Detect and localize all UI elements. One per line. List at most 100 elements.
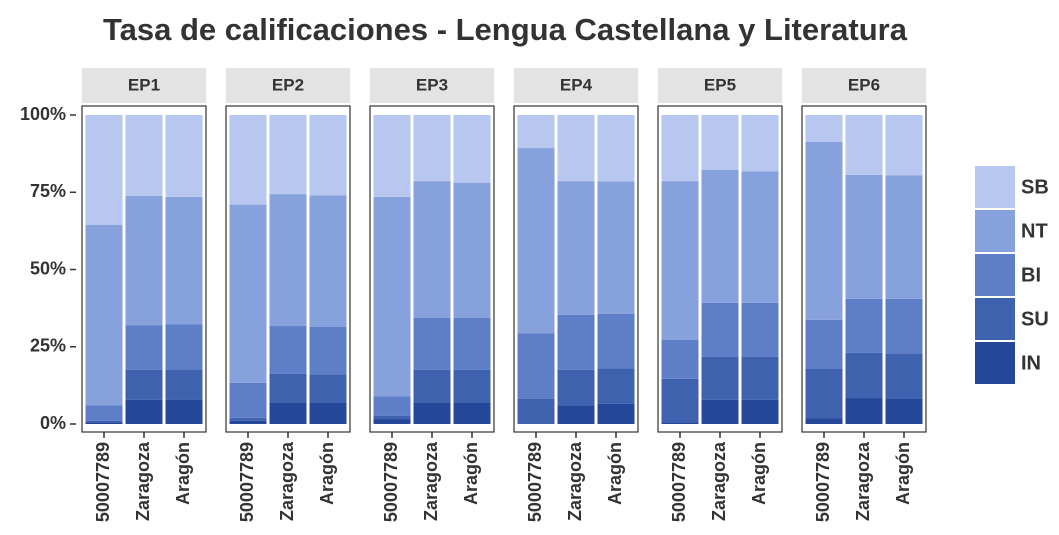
bar-segment (741, 302, 779, 357)
bar-segment (453, 369, 491, 403)
facet-strip (514, 68, 638, 103)
bar-segment (557, 181, 595, 315)
legend-label: IN (1021, 352, 1041, 374)
bar-segment (517, 115, 555, 149)
bar-segment (373, 115, 411, 197)
facet-strip (82, 68, 206, 103)
bar-segment (885, 353, 923, 399)
panel-border (801, 105, 927, 433)
x-tick-label: 50007789 (525, 442, 545, 522)
bar-segment (661, 339, 699, 379)
bar-segment (597, 313, 635, 369)
bar-segment (805, 141, 843, 320)
x-tick-label: Aragón (317, 442, 337, 505)
x-tick-label: 50007789 (669, 442, 689, 522)
bar-segment (229, 420, 267, 424)
y-tick-label: 0% (40, 413, 66, 433)
bar-segment (597, 115, 635, 182)
bar-segment (701, 399, 739, 424)
facet-strip (658, 68, 782, 103)
facet-title: EP3 (416, 75, 448, 94)
bar-segment (309, 195, 347, 327)
x-tick-label: Aragón (893, 442, 913, 505)
bar-segment (701, 115, 739, 171)
bar-segment (845, 298, 883, 353)
bar-segment (661, 115, 699, 182)
bar-segment (229, 417, 267, 421)
bar-segment (373, 396, 411, 416)
bar-segment (373, 415, 411, 420)
bar-segment (517, 148, 555, 334)
bar-segment (517, 398, 555, 424)
bar-segment (453, 402, 491, 424)
bar-segment (229, 382, 267, 418)
bar-segment (125, 325, 163, 370)
bar-segment (165, 369, 203, 400)
bar-segment (413, 115, 451, 182)
facet-strip (226, 68, 350, 103)
legend-key (975, 254, 1015, 296)
panel-border (225, 105, 351, 433)
panel-border (369, 105, 495, 433)
bar-segment (805, 115, 843, 142)
bar-segment (885, 298, 923, 354)
bar-segment (453, 115, 491, 183)
bar-segment (413, 318, 451, 370)
bar-segment (845, 115, 883, 175)
bar-segment (701, 170, 739, 303)
bar-segment (413, 369, 451, 403)
x-tick-label: 50007789 (237, 442, 257, 522)
bar-segment (165, 196, 203, 325)
facet-title: EP1 (128, 75, 160, 94)
bar-segment (661, 422, 699, 424)
legend-key (975, 298, 1015, 340)
bar-segment (269, 373, 307, 403)
bar-segment (453, 182, 491, 319)
bar-segment (373, 196, 411, 397)
x-tick-label: Zaragoza (709, 441, 729, 521)
bar-segment (85, 420, 123, 423)
x-tick-label: Zaragoza (133, 441, 153, 521)
bar-segment (125, 115, 163, 196)
bar-segment (741, 399, 779, 424)
chart-title: Tasa de calificaciones - Lengua Castella… (103, 12, 908, 47)
bar-segment (845, 352, 883, 399)
legend-label: SU (1021, 308, 1049, 330)
bar-segment (309, 326, 347, 375)
bar-segment (453, 318, 491, 370)
panel-border (657, 105, 783, 433)
bar-segment (165, 115, 203, 197)
panel-border (513, 105, 639, 433)
panel-border (81, 105, 207, 433)
bar-segment (125, 195, 163, 326)
bar-segment (805, 368, 843, 419)
bar-segment (85, 115, 123, 225)
x-tick-label: Zaragoza (277, 441, 297, 521)
bar-segment (269, 402, 307, 424)
x-tick-label: 50007789 (813, 442, 833, 522)
bar-segment (741, 115, 779, 172)
bar-segment (557, 369, 595, 406)
bar-segment (557, 115, 595, 182)
x-tick-label: Zaragoza (421, 441, 441, 521)
x-tick-label: Aragón (173, 442, 193, 505)
bar-segment (885, 115, 923, 176)
legend-label: NT (1021, 220, 1048, 242)
bar-segment (701, 356, 739, 400)
facet-title: EP5 (704, 75, 736, 94)
y-tick-label: 25% (30, 336, 66, 356)
bar-segment (741, 356, 779, 400)
bar-segment (845, 398, 883, 424)
bar-segment (845, 174, 883, 299)
facet-strip (802, 68, 926, 103)
bar-segment (741, 171, 779, 303)
bar-segment (885, 175, 923, 299)
bar-segment (125, 369, 163, 400)
bar-segment (597, 368, 635, 404)
x-tick-label: Aragón (605, 442, 625, 505)
x-tick-label: Zaragoza (853, 441, 873, 521)
bar-segment (85, 422, 123, 424)
y-tick-label: 75% (30, 181, 66, 201)
bar-segment (229, 204, 267, 383)
bar-segment (165, 399, 203, 424)
